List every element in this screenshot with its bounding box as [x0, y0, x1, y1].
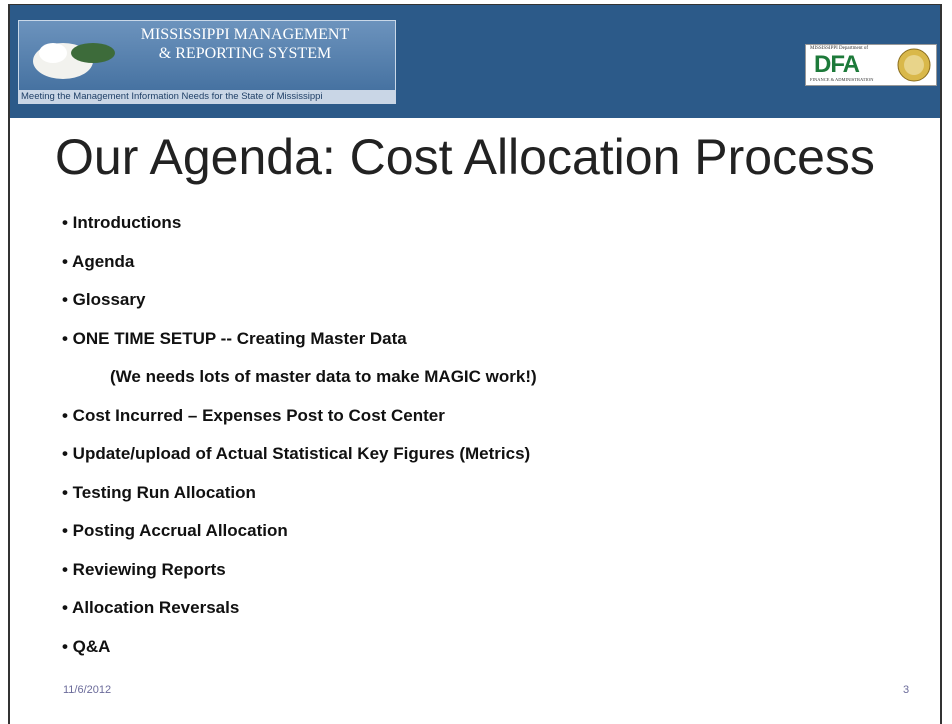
- agenda-item: • Q&A: [62, 637, 110, 657]
- slide: MISSISSIPPI MANAGEMENT & REPORTING SYSTE…: [0, 0, 952, 719]
- footer-date: 11/6/2012: [63, 684, 111, 696]
- logo-line: MISSISSIPPI MANAGEMENT: [115, 26, 375, 44]
- dfa-bottom: FINANCE & ADMINISTRATION: [810, 77, 874, 82]
- agenda-item: • Testing Run Allocation: [62, 483, 256, 503]
- agenda-item: • Reviewing Reports: [62, 560, 226, 580]
- magnolia-icon: [23, 23, 123, 93]
- agenda-item: • Glossary: [62, 290, 145, 310]
- agenda-item: • Introductions: [62, 213, 181, 233]
- agenda-item: • ONE TIME SETUP -- Creating Master Data: [62, 329, 407, 349]
- agenda-item: • Allocation Reversals: [62, 598, 239, 618]
- agenda-note: (We needs lots of master data to make MA…: [110, 367, 537, 387]
- agenda-item: • Cost Incurred – Expenses Post to Cost …: [62, 406, 445, 426]
- dfa-logo: MISSISSIPPI Department of DFA FINANCE & …: [805, 44, 937, 86]
- agenda-item: • Update/upload of Actual Statistical Ke…: [62, 444, 530, 464]
- logo-line: & REPORTING SYSTEM: [115, 45, 375, 63]
- agenda-item: • Agenda: [62, 252, 134, 272]
- state-seal: [896, 47, 932, 83]
- dfa-mark: DFA: [814, 51, 859, 79]
- agenda-item: • Posting Accrual Allocation: [62, 521, 288, 541]
- page-number: 3: [903, 684, 909, 696]
- logo-tagline: Meeting the Management Information Needs…: [18, 90, 396, 104]
- slide-title: Our Agenda: Cost Allocation Process: [55, 128, 875, 186]
